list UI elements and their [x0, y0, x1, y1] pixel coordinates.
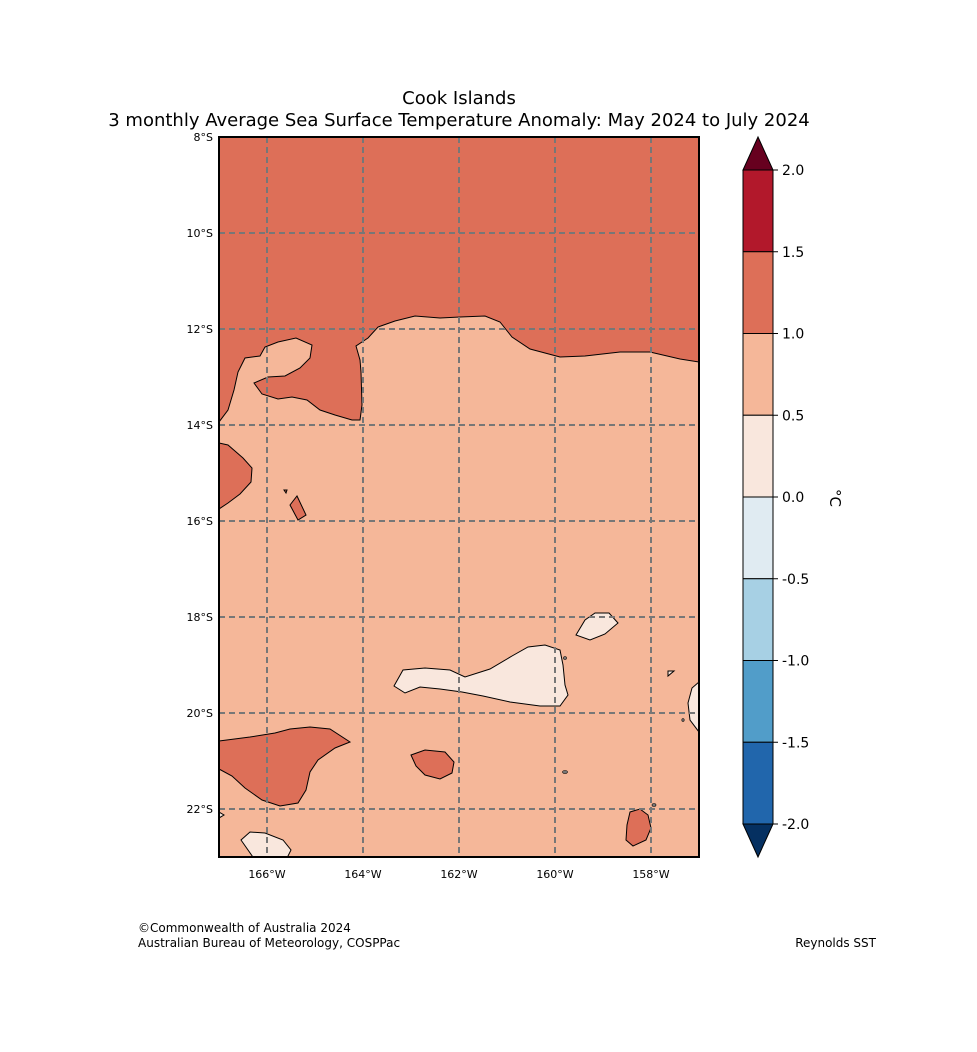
- lat-tick-label: 14°S: [187, 419, 213, 432]
- anomaly-region-0.0-0.5-southwest: [240, 831, 292, 857]
- copyright-text: ©Commonwealth of Australia 2024: [138, 921, 351, 935]
- lon-tick-label: 164°W: [344, 868, 381, 881]
- colorbar-segment: [742, 333, 774, 416]
- colorbar-tick-label: -2.0: [782, 817, 809, 833]
- anomaly-region-1.0-1.5-southwest: [219, 726, 352, 807]
- colorbar-tick-label: -1.0: [782, 654, 809, 670]
- anomaly-region-0.0-0.5-speck-west: [219, 811, 225, 819]
- colorbar-tick-label: 1.0: [782, 327, 804, 343]
- colorbar-tick-label: 1.5: [782, 245, 804, 261]
- organization-text: Australian Bureau of Meteorology, COSPPa…: [138, 936, 401, 950]
- islet-marker: [681, 718, 685, 722]
- lon-tick-label: 158°W: [632, 868, 669, 881]
- lat-tick-label: 16°S: [187, 515, 213, 528]
- longitude-labels: 166°W 164°W 162°W 160°W 158°W: [248, 868, 669, 881]
- colorbar-segment: [742, 169, 774, 253]
- islet-marker: [651, 803, 657, 807]
- anomaly-region-1.0-1.5-central-south: [410, 749, 455, 780]
- colorbar-segment: [742, 578, 774, 661]
- gridlines: [219, 137, 699, 857]
- lat-tick-label: 10°S: [187, 227, 213, 240]
- lon-tick-label: 160°W: [536, 868, 573, 881]
- lon-tick-label: 166°W: [248, 868, 285, 881]
- anomaly-region-1.0-1.5-southeast: [625, 808, 652, 847]
- colorbar-unit-label: °C: [826, 489, 844, 507]
- anomaly-region-0.0-0.5-central: [393, 644, 569, 707]
- lat-tick-label: 8°S: [194, 131, 213, 144]
- map-frame: [218, 136, 700, 858]
- map-subtitle: 3 monthly Average Sea Surface Temperatur…: [108, 110, 810, 131]
- lat-tick-label: 18°S: [187, 611, 213, 624]
- colorbar-tick-label: 2.0: [782, 163, 804, 179]
- map-panel: [218, 136, 700, 858]
- lat-tick-label: 12°S: [187, 323, 213, 336]
- footer-credits: ©Commonwealth of Australia 2024 Australi…: [138, 921, 400, 951]
- colorbar-tick-label: 0.0: [782, 490, 804, 506]
- colorbar-tick-label: -0.5: [782, 572, 809, 588]
- colorbar-segment: [742, 660, 774, 743]
- colorbar-extend-top: [742, 135, 774, 171]
- colorbar-tick-label: -1.5: [782, 735, 809, 751]
- lon-tick-label: 162°W: [440, 868, 477, 881]
- data-source-text: Reynolds SST: [795, 936, 876, 950]
- islet-marker: [562, 770, 568, 774]
- colorbar-segment: [742, 251, 774, 334]
- colorbar: 2.0 1.5 1.0 0.5 0.0 -0.5 -1.0 -1.5 -2.0 °C: [742, 135, 844, 859]
- map-title: Cook Islands: [402, 88, 516, 109]
- latitude-labels: 8°S 10°S 12°S 14°S 16°S 18°S 20°S 22°S: [187, 131, 213, 816]
- anomaly-region-1.0-1.5-west: [219, 442, 253, 510]
- islet-marker: [563, 656, 567, 660]
- anomaly-region-1.0-1.5-islet: [289, 495, 307, 521]
- colorbar-segment: [742, 414, 774, 498]
- lat-tick-label: 22°S: [187, 803, 213, 816]
- colorbar-extend-bottom: [742, 823, 774, 859]
- colorbar-segment: [742, 741, 774, 825]
- colorbar-segment: [742, 496, 774, 580]
- anomaly-region-1.0-1.5-speck: [283, 489, 288, 495]
- lat-tick-label: 20°S: [187, 707, 213, 720]
- anomaly-region-0.0-0.5-speck: [667, 670, 676, 678]
- colorbar-tick-label: 0.5: [782, 408, 804, 424]
- anomaly-region-0.0-0.5-edge: [687, 681, 699, 733]
